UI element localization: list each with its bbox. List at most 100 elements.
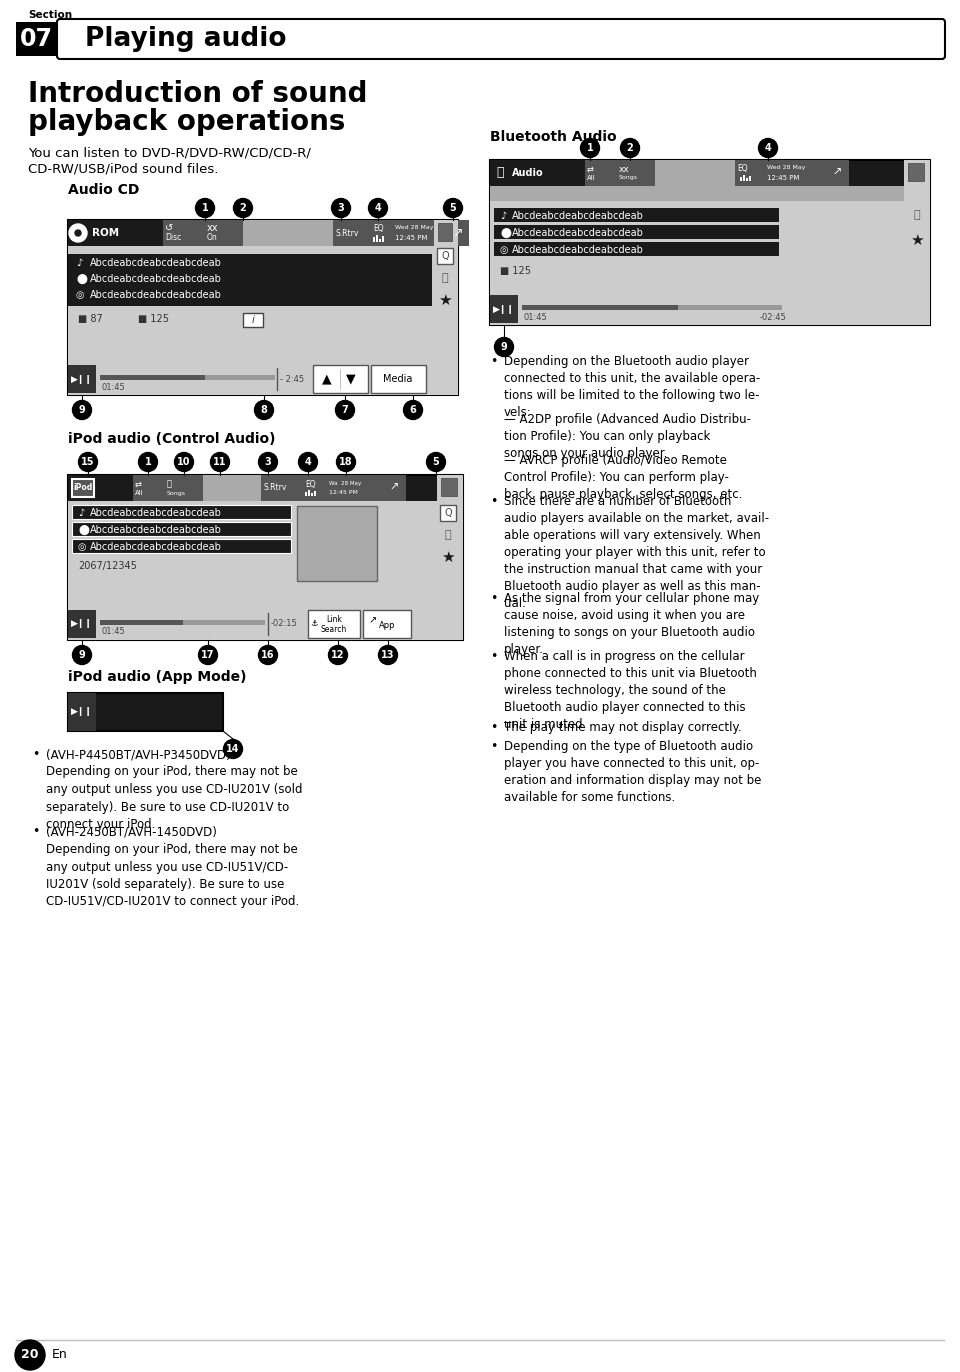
Bar: [393, 220, 445, 246]
Text: Songs: Songs: [619, 176, 638, 181]
FancyBboxPatch shape: [57, 19, 945, 59]
Bar: [100, 375, 275, 380]
Bar: [133, 475, 165, 501]
Circle shape: [328, 645, 348, 664]
Text: All: All: [135, 490, 144, 497]
Circle shape: [258, 453, 277, 472]
Bar: [243, 220, 333, 246]
Text: •: •: [490, 740, 497, 753]
Bar: [904, 161, 930, 325]
Text: 9: 9: [79, 405, 85, 414]
Text: ROM: ROM: [92, 228, 119, 237]
Text: Abcdeabcdeabcdeabcdeab: Abcdeabcdeabcdeabcdeab: [90, 258, 222, 268]
Text: Depending on the Bluetooth audio player
connected to this unit, the available op: Depending on the Bluetooth audio player …: [504, 355, 760, 418]
Bar: [165, 475, 203, 501]
Text: 📂: 📂: [442, 273, 448, 283]
Bar: [490, 187, 904, 325]
Text: Audio: Audio: [512, 167, 543, 178]
Bar: [437, 475, 463, 639]
Bar: [68, 365, 96, 392]
Text: Playing audio: Playing audio: [85, 26, 286, 52]
Text: 01:45: 01:45: [102, 383, 126, 391]
Text: 📂: 📂: [914, 210, 921, 220]
Bar: [203, 475, 261, 501]
Text: Wed 28 May: Wed 28 May: [395, 225, 434, 230]
Circle shape: [138, 453, 157, 472]
Text: S.Rtrv: S.Rtrv: [263, 483, 286, 493]
Text: 15: 15: [82, 457, 95, 466]
Text: 07: 07: [19, 27, 53, 51]
Bar: [382, 236, 384, 241]
Bar: [68, 693, 96, 731]
Text: i: i: [252, 316, 254, 325]
Text: 7: 7: [342, 405, 348, 414]
Text: Audio CD: Audio CD: [68, 182, 139, 198]
Circle shape: [426, 453, 445, 472]
Bar: [68, 220, 163, 246]
Text: •: •: [490, 495, 497, 508]
Text: 18: 18: [339, 457, 353, 466]
Text: playback operations: playback operations: [28, 108, 346, 136]
Text: 2: 2: [240, 203, 247, 213]
Circle shape: [444, 199, 463, 218]
Text: Songs: Songs: [167, 491, 186, 495]
Text: Link: Link: [326, 615, 342, 623]
Text: 3: 3: [265, 457, 272, 466]
Text: 4: 4: [304, 457, 311, 466]
Text: The play time may not display correctly.: The play time may not display correctly.: [504, 722, 742, 734]
Circle shape: [210, 453, 229, 472]
Text: •: •: [490, 722, 497, 734]
Bar: [100, 620, 265, 626]
Bar: [68, 254, 432, 306]
Text: 12:45 PM: 12:45 PM: [395, 235, 427, 241]
Text: ⬤: ⬤: [78, 525, 89, 535]
Text: •: •: [490, 650, 497, 663]
Text: 9: 9: [79, 650, 85, 660]
Circle shape: [254, 401, 274, 420]
Bar: [68, 246, 434, 395]
Bar: [72, 505, 291, 519]
Text: ♪: ♪: [76, 258, 83, 268]
Bar: [100, 375, 205, 380]
Text: EQ: EQ: [373, 224, 384, 232]
Bar: [261, 475, 303, 501]
Text: 8: 8: [260, 405, 268, 414]
Bar: [243, 313, 263, 327]
Text: (AVH-2450BT/AVH-1450DVD)
Depending on your iPod, there may not be
any output unl: (AVH-2450BT/AVH-1450DVD) Depending on yo…: [46, 826, 300, 908]
Text: 12: 12: [331, 650, 345, 660]
Text: 14: 14: [227, 744, 240, 755]
Circle shape: [335, 401, 354, 420]
Text: ↺: ↺: [165, 224, 173, 233]
Text: ◎: ◎: [78, 542, 86, 552]
Bar: [445, 220, 469, 246]
Circle shape: [224, 740, 243, 759]
Bar: [490, 161, 930, 325]
Text: ■ 125: ■ 125: [138, 314, 169, 324]
Text: 10: 10: [178, 457, 191, 466]
Bar: [314, 491, 316, 497]
Text: Search: Search: [321, 624, 348, 634]
Bar: [68, 693, 223, 731]
Text: Abcdeabcdeabcdeabcdeab: Abcdeabcdeabcdeabcdeab: [90, 274, 222, 284]
Text: •: •: [32, 826, 39, 838]
Text: Abcdeabcdeabcdeabcdeab: Abcdeabcdeabcdeabcdeab: [512, 228, 644, 237]
Bar: [382, 475, 406, 501]
Bar: [617, 161, 655, 187]
Circle shape: [15, 1340, 45, 1371]
Text: ⬤: ⬤: [76, 274, 86, 284]
Text: 6: 6: [410, 405, 417, 414]
Text: 12:45 PM: 12:45 PM: [329, 491, 358, 495]
Text: 12:45 PM: 12:45 PM: [767, 176, 800, 181]
Bar: [440, 505, 456, 521]
Bar: [68, 475, 133, 501]
Bar: [308, 611, 360, 638]
Text: ↗: ↗: [832, 167, 842, 178]
Bar: [490, 161, 585, 187]
Bar: [379, 239, 381, 241]
Text: Abcdeabcdeabcdeabcdeab: Abcdeabcdeabcdeabcdeab: [512, 246, 644, 255]
Circle shape: [199, 645, 218, 664]
Text: Abcdeabcdeabcdeabcdeab: Abcdeabcdeabcdeabcdeab: [90, 525, 222, 535]
Circle shape: [620, 139, 639, 158]
Bar: [68, 475, 463, 639]
Text: EQ: EQ: [305, 479, 316, 488]
